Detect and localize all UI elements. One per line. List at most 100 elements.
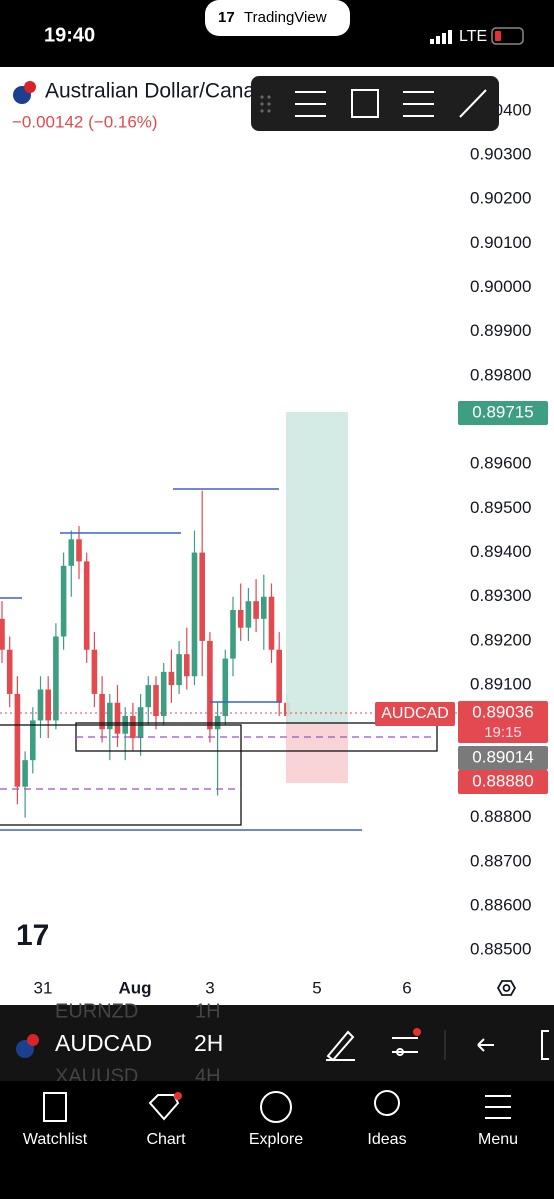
- y-tick-label: 0.89200: [470, 630, 531, 649]
- x-tick-label: 5: [312, 978, 321, 997]
- flag-icon: [24, 81, 36, 93]
- candle-body: [45, 689, 51, 721]
- symbol-tag: [375, 702, 455, 726]
- app-pill: [205, 0, 350, 36]
- y-tick-label: 0.89300: [470, 586, 531, 605]
- x-tick-label: 3: [205, 978, 214, 997]
- clock: 19:40: [44, 24, 95, 46]
- entry-price: 0.89014: [472, 747, 533, 766]
- ideas-icon[interactable]: [374, 1090, 400, 1116]
- candle-body: [22, 760, 28, 787]
- undo-icon[interactable]: [477, 1038, 494, 1052]
- stop-tag: [458, 770, 548, 794]
- y-tick-label: 0.90000: [470, 277, 531, 296]
- candle-body: [53, 636, 59, 721]
- candle-body: [261, 596, 267, 619]
- explore-icon[interactable]: [260, 1091, 292, 1123]
- nav-bar: [0, 1081, 554, 1199]
- candle-body: [107, 702, 113, 730]
- candle-body: [99, 693, 105, 730]
- y-tick-label: 0.90300: [470, 145, 531, 164]
- price-change: −0.00142 (−0.16%): [12, 112, 158, 131]
- candle-body: [30, 720, 36, 761]
- candle-body: [237, 610, 244, 628]
- y-tick-label: 0.90100: [470, 233, 531, 252]
- nav-label[interactable]: Ideas: [367, 1131, 406, 1148]
- y-tick-label: 0.90200: [470, 189, 531, 208]
- nav-label[interactable]: Explore: [249, 1131, 303, 1148]
- entry-tag: [458, 746, 548, 770]
- candle-body: [6, 649, 13, 694]
- target-price: 0.89715: [472, 402, 533, 421]
- target-tag: [458, 401, 548, 425]
- candle-body: [83, 561, 90, 650]
- ghost-symbol: EURNZD: [55, 1000, 138, 1022]
- y-tick-label: 0.89900: [470, 321, 531, 340]
- candle-body: [153, 685, 159, 717]
- candle-body: [184, 654, 190, 677]
- redo-icon[interactable]: [541, 1030, 549, 1060]
- fib-tool[interactable]: [295, 91, 326, 117]
- x-tick-label: 31: [34, 978, 53, 997]
- candle-body: [14, 693, 21, 787]
- candle-body: [160, 671, 167, 717]
- y-tick-label: 0.88500: [470, 940, 531, 959]
- channel-tool[interactable]: [403, 91, 434, 117]
- candle-body: [0, 618, 5, 650]
- candle-body: [91, 649, 98, 694]
- x-tick-label: 6: [402, 978, 411, 997]
- candle-body: [268, 596, 275, 650]
- chart-area: [0, 67, 554, 1005]
- line-tool[interactable]: [459, 89, 487, 118]
- symbol[interactable]: AUDCAD: [55, 1030, 152, 1056]
- y-tick-label: 0.89500: [470, 498, 531, 517]
- symbol-tag-text: AUDCAD: [381, 705, 449, 722]
- drawings: [0, 412, 458, 831]
- candle-body: [37, 689, 44, 721]
- battery-level: [495, 31, 501, 41]
- menu-icon[interactable]: [485, 1095, 511, 1119]
- nav-label[interactable]: Menu: [478, 1131, 518, 1148]
- network: LTE: [459, 28, 487, 45]
- draw-icon[interactable]: [326, 1030, 355, 1062]
- settings-icon[interactable]: [496, 980, 517, 996]
- tv-logo: 17: [218, 9, 235, 26]
- y-tick-label: 0.88700: [470, 851, 531, 870]
- indicators-icon[interactable]: [392, 1037, 418, 1056]
- drawing-toolbar: [251, 76, 499, 131]
- y-tick-label: 0.89800: [470, 365, 531, 384]
- y-tick-label: 0.89400: [470, 542, 531, 561]
- candle-body: [245, 601, 252, 628]
- app-name: TradingView: [244, 9, 327, 26]
- last-tag: [458, 701, 548, 743]
- symbol-bar: [0, 1005, 554, 1081]
- candle-body: [168, 671, 175, 686]
- toolbar-bg: [251, 76, 499, 131]
- badge: [174, 1092, 182, 1100]
- signal-icon: [430, 30, 452, 44]
- ghost-interval: 1H: [195, 1000, 221, 1022]
- interval[interactable]: 2H: [194, 1030, 223, 1056]
- badge: [413, 1028, 421, 1036]
- candle-body: [130, 716, 136, 739]
- y-tick-label: 0.89600: [470, 454, 531, 473]
- loss-zone: [286, 723, 348, 783]
- watermark: 17: [16, 919, 49, 952]
- rect-tool[interactable]: [351, 89, 379, 118]
- candle-body: [114, 702, 121, 734]
- candle-body: [222, 658, 229, 717]
- candle-body: [207, 640, 213, 730]
- candle-body: [60, 565, 67, 637]
- candle-body: [199, 552, 205, 641]
- y-tick-label: 0.89100: [470, 675, 531, 694]
- stop-price: 0.88880: [472, 771, 533, 790]
- battery: [491, 27, 524, 45]
- candle-body: [176, 654, 182, 686]
- nav-label[interactable]: Chart: [146, 1131, 186, 1148]
- x-tick-label: Aug: [118, 978, 151, 997]
- y-tick-label: 0.88600: [470, 895, 531, 914]
- nav-label[interactable]: Watchlist: [23, 1131, 88, 1148]
- watchlist-icon[interactable]: [43, 1092, 67, 1122]
